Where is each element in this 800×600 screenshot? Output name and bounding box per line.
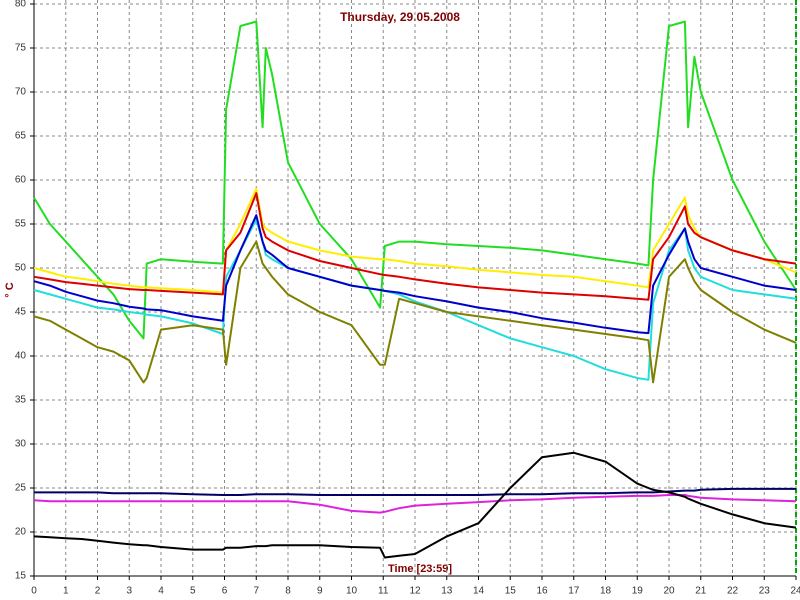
y-tick-label: 65 [15,131,27,142]
y-tick-label: 75 [15,43,27,54]
y-tick-label: 80 [15,0,27,10]
x-tick-label: 9 [317,586,323,597]
data-line [34,487,796,496]
x-tick-label: 13 [441,586,453,597]
data-line [33,214,797,335]
x-tick-label: 20 [663,586,675,597]
x-tick-label: 3 [126,586,132,597]
data-line [33,451,797,559]
y-tick-label: 30 [15,439,27,450]
data-line [33,20,797,340]
x-tick-label: 17 [568,586,580,597]
y-tick-label: 70 [15,87,27,98]
x-axis-label: Time [23:59] [388,563,452,575]
chart-title: Thursday, 29.05.2008 [340,10,460,24]
x-tick-label: 16 [536,586,548,597]
x-tick-label: 21 [695,586,707,597]
x-tick-label: 10 [346,586,358,597]
x-tick-label: 2 [95,586,101,597]
data-line [33,192,797,301]
x-tick-label: 24 [790,586,800,597]
x-tick-label: 5 [190,586,196,597]
data-line [33,494,797,514]
x-tick-label: 15 [505,586,517,597]
x-tick-label: 18 [600,586,612,597]
x-tick-label: 4 [158,586,164,597]
x-tick-label: 1 [63,586,69,597]
x-tick-label: 14 [473,586,485,597]
data-line [33,187,797,294]
x-tick-label: 12 [409,586,421,597]
x-tick-label: 7 [253,586,259,597]
y-tick-label: 35 [15,395,27,406]
x-tick-label: 8 [285,586,291,597]
y-tick-label: 25 [15,483,27,494]
x-tick-label: 0 [31,586,37,597]
y-tick-label: 45 [15,307,27,318]
x-tick-label: 11 [378,586,389,597]
y-tick-label: 60 [15,175,27,186]
y-tick-label: 20 [15,527,27,538]
data-line [33,240,797,384]
x-tick-label: 22 [727,586,739,597]
x-tick-label: 23 [759,586,771,597]
y-axis-label: ° C [4,282,16,297]
y-tick-label: 55 [15,219,27,230]
y-tick-label: 40 [15,351,27,362]
y-tick-label: 15 [15,571,27,582]
y-tick-label: 50 [15,263,27,274]
x-tick-label: 6 [222,586,228,597]
x-tick-label: 19 [632,586,644,597]
